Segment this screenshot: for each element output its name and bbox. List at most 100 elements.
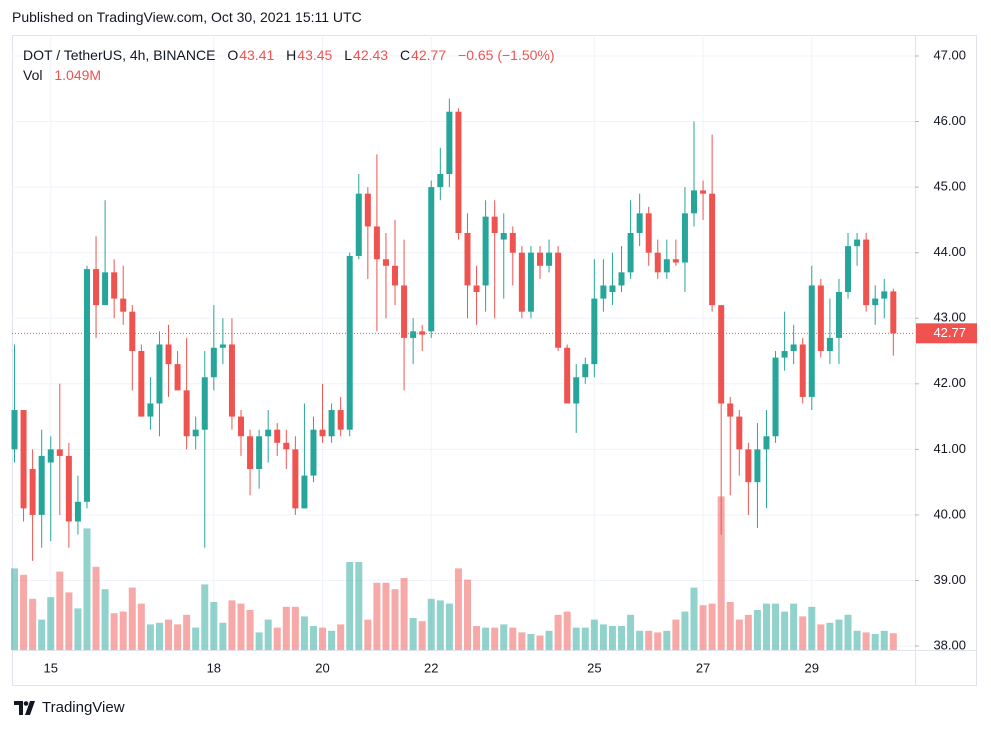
- candle-body: [283, 442, 290, 450]
- volume-bar: [880, 630, 888, 650]
- volume-bar: [409, 618, 417, 650]
- candle-body: [672, 259, 679, 263]
- candle-body: [165, 344, 172, 365]
- x-tick-label: 18: [207, 660, 221, 675]
- volume-bar: [300, 616, 308, 650]
- volume-bar: [101, 589, 109, 650]
- volume-bar: [717, 496, 725, 650]
- candle-body: [464, 233, 471, 286]
- volume-bar: [400, 578, 408, 650]
- volume-bar: [110, 613, 118, 650]
- candle-body: [636, 213, 643, 234]
- volume-bar: [337, 624, 345, 650]
- candle-body: [555, 252, 562, 348]
- volume-layer: [11, 496, 897, 650]
- ohlc-label: H: [286, 47, 297, 63]
- volume-bar: [599, 624, 607, 650]
- candle-body: [872, 298, 879, 306]
- volume-bar: [309, 626, 317, 650]
- volume-bar: [464, 579, 471, 650]
- candle-body: [881, 291, 888, 299]
- volume-bar: [355, 562, 363, 650]
- y-tick-label: 45.00: [933, 179, 966, 194]
- volume-bar: [645, 630, 653, 650]
- candle-body: [373, 226, 380, 260]
- volume-bar: [228, 600, 236, 650]
- volume-bar: [473, 626, 481, 650]
- last-price-label: 42.77: [933, 325, 966, 340]
- volume-bar: [726, 602, 734, 650]
- candle-body: [328, 410, 335, 437]
- ohlc-value: 42.43: [353, 47, 389, 63]
- volume-bar: [119, 611, 127, 650]
- candle-body: [219, 344, 226, 348]
- x-tick-label: 22: [424, 660, 438, 675]
- candle-body: [482, 216, 489, 286]
- candle-body: [600, 285, 607, 299]
- candle-body: [38, 455, 45, 515]
- candle-body: [799, 344, 806, 397]
- volume-bar: [563, 611, 571, 650]
- candle-body: [527, 252, 534, 312]
- ohlc-label: C: [399, 47, 411, 63]
- volume-bar: [627, 614, 635, 650]
- volume-bar: [482, 627, 490, 650]
- candle-body: [727, 403, 734, 417]
- volume-bar: [47, 597, 55, 650]
- ohlc-value: 43.41: [239, 47, 275, 63]
- volume-bar: [581, 627, 589, 650]
- candle-body: [74, 501, 81, 522]
- volume-bar: [137, 603, 145, 650]
- volume-bar: [273, 627, 281, 650]
- volume-bar: [246, 610, 254, 650]
- volume-bar: [29, 598, 37, 650]
- volume-bar: [690, 587, 698, 650]
- candle-body: [591, 298, 598, 365]
- volume-bar: [699, 605, 707, 650]
- candle-body: [11, 410, 18, 450]
- volume-bar: [835, 619, 843, 650]
- y-tick-label: 47.00: [933, 47, 966, 62]
- volume-bar: [319, 627, 327, 650]
- candle-body: [573, 377, 580, 404]
- candle-body: [790, 344, 797, 352]
- candle-body: [310, 429, 317, 476]
- candle-body: [754, 449, 761, 483]
- footer-logo: TradingView: [14, 699, 125, 716]
- last-price-tag: [916, 323, 977, 344]
- candle-body: [210, 347, 217, 378]
- volume-bar: [146, 624, 154, 650]
- candle-body: [238, 416, 244, 437]
- candle-body: [183, 390, 190, 437]
- volume-bar: [554, 614, 562, 650]
- ohlc-value: 43.45: [297, 47, 333, 63]
- candle-body: [455, 111, 462, 234]
- candle-body: [808, 285, 815, 397]
- logo-text: TradingView: [42, 699, 125, 716]
- volume-bar: [636, 630, 644, 650]
- candle-body: [138, 351, 145, 417]
- volume-bar: [391, 589, 399, 650]
- volume-bar: [445, 603, 453, 650]
- candle-body: [392, 265, 399, 286]
- ohlc-value: 42.77: [411, 47, 447, 63]
- candle-body: [337, 410, 344, 430]
- candle-body: [745, 449, 752, 483]
- candle-body: [364, 193, 371, 227]
- symbol: DOT / TetherUS, 4h, BINANCE: [23, 47, 216, 63]
- volume-value: 1.049M: [54, 67, 102, 83]
- volume-bar: [56, 571, 64, 650]
- candle-body: [500, 233, 507, 240]
- volume-bar: [74, 608, 82, 650]
- volume-bar: [618, 626, 626, 650]
- y-tick-label: 42.00: [933, 375, 966, 390]
- candle-body: [826, 337, 833, 352]
- candle-body: [355, 193, 362, 256]
- volume-bar: [128, 587, 136, 650]
- candle-body: [265, 429, 272, 437]
- volume-bar: [491, 627, 499, 650]
- candle-body: [645, 213, 652, 253]
- candle-body: [428, 187, 435, 332]
- x-tick-label: 15: [44, 660, 58, 675]
- volume-bar: [518, 632, 526, 650]
